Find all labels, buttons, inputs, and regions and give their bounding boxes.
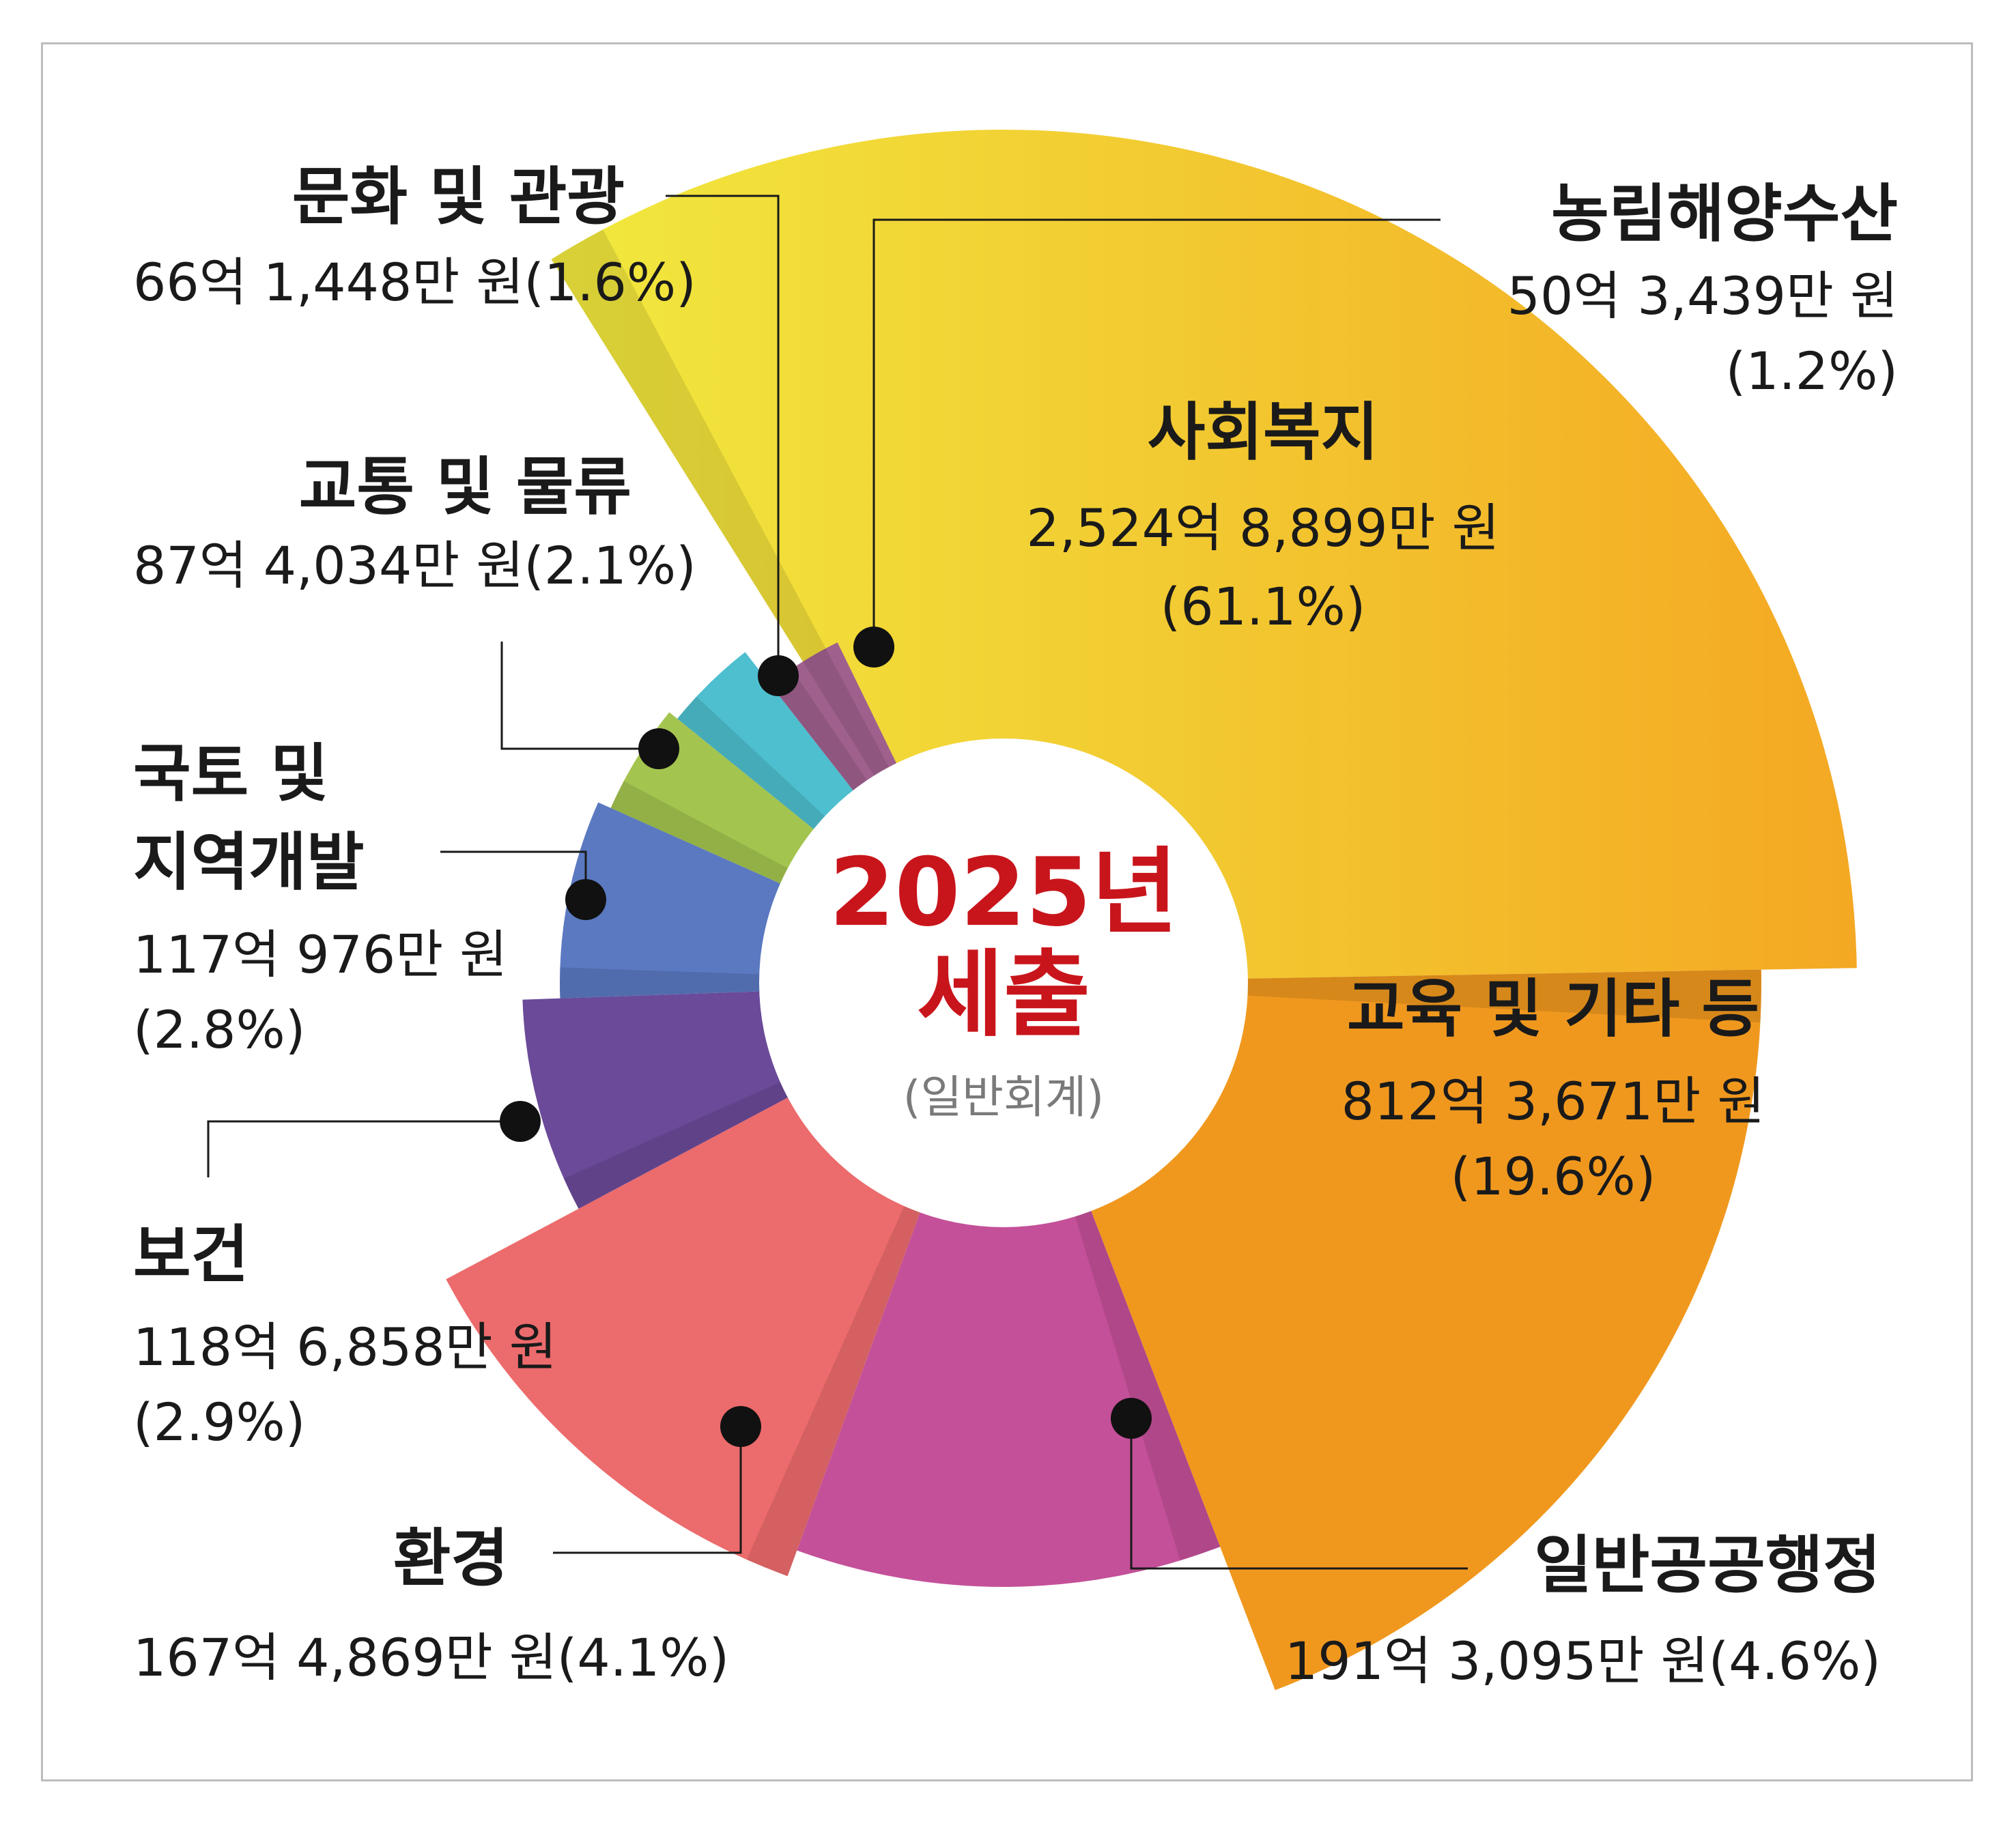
label-transport: 교통 및 물류: [299, 450, 631, 524]
label-health: 보건: [133, 1218, 249, 1291]
leader-line-general-admin: [1130, 1418, 1468, 1570]
percent-welfare: (61.1%): [1161, 576, 1366, 637]
center-subtitle: (일반회계): [903, 1071, 1104, 1123]
leader-dot-land: [565, 879, 606, 920]
leader-line-transport: [500, 642, 659, 750]
percent-land: (2.8%): [133, 999, 305, 1060]
chart-frame: [41, 42, 1973, 1781]
center-hole: [759, 739, 1248, 1227]
amount-welfare: 2,524억 8,899만 원: [1026, 498, 1499, 558]
label-land-line1: 국토 및: [133, 737, 328, 810]
leader-dot-environment: [720, 1406, 761, 1447]
amount-health: 118억 6,858만 원: [133, 1317, 557, 1377]
amount-environment: 167억 4,869만 원(4.1%): [133, 1627, 729, 1688]
slice-general-admin: [797, 983, 1221, 1587]
leader-dot-general-admin: [1111, 1398, 1152, 1439]
leader-dot-transport: [638, 728, 679, 769]
percent-education: (19.6%): [1451, 1146, 1656, 1207]
leader-dot-culture: [758, 655, 799, 696]
amount-land: 117억 976만 원: [133, 924, 507, 985]
amount-education: 812억 3,671만 원: [1341, 1071, 1765, 1132]
label-culture: 문화 및 관광: [292, 160, 625, 233]
slice-education: [1004, 969, 1761, 1691]
label-environment: 환경: [393, 1522, 509, 1595]
leader-lines: [207, 195, 1468, 1570]
amount-general-admin: 191억 3,095만 원(4.6%): [1285, 1631, 1881, 1691]
leader-line-health: [207, 1120, 520, 1177]
center-title-year: 2025년: [829, 837, 1178, 947]
leader-dot-agriculture: [853, 627, 894, 668]
label-education: 교육 및 기타 등: [1347, 973, 1759, 1046]
amount-agriculture: 50억 3,439만 원: [1507, 266, 1898, 326]
amount-transport: 87억 4,034만 원(2.1%): [133, 535, 696, 596]
center-title-label: 세출: [917, 940, 1090, 1050]
label-agriculture: 농림해양수산: [1551, 177, 1898, 250]
leader-line-land: [440, 850, 587, 900]
leader-line-culture: [666, 195, 780, 676]
label-welfare: 사회복지: [1148, 396, 1379, 469]
percent-health: (2.9%): [133, 1392, 305, 1452]
leader-line-agriculture: [872, 218, 1440, 648]
leader-dot-health: [500, 1101, 541, 1142]
leader-line-environment: [553, 1426, 742, 1554]
amount-culture: 66억 1,448만 원(1.6%): [133, 252, 696, 313]
label-general-admin: 일반공공행정: [1534, 1529, 1881, 1602]
percent-agriculture: (1.2%): [1726, 341, 1898, 401]
label-land-line2: 지역개발: [133, 826, 365, 899]
